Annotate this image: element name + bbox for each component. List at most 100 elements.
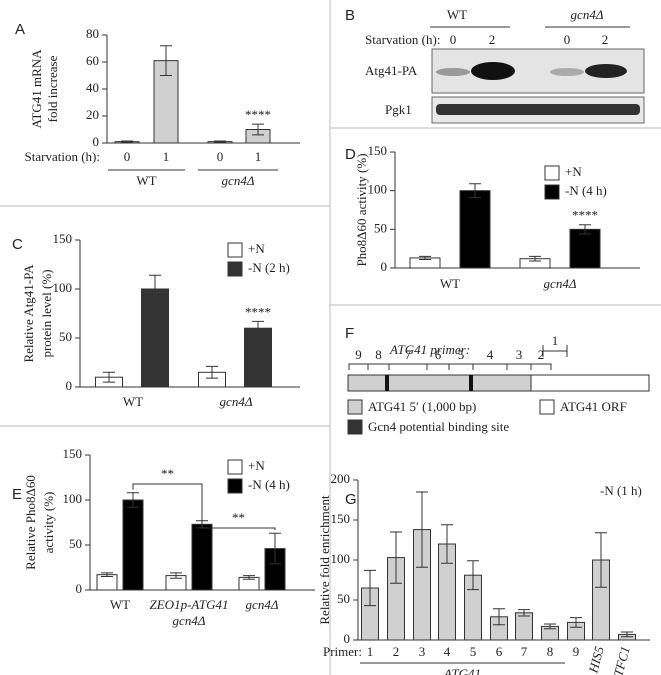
- error-bar: [101, 572, 113, 577]
- panel-letter: F: [345, 325, 354, 342]
- legend-swatch: [227, 478, 243, 494]
- y-tick-label: 150: [63, 446, 83, 461]
- primer-bracket: [388, 363, 428, 370]
- y-tick-label: 100: [53, 280, 73, 295]
- x-tick-label: 3: [419, 644, 426, 659]
- y-axis-label: ATG41 mRNA: [29, 49, 44, 129]
- binding-site: [385, 375, 389, 391]
- significance: ****: [245, 107, 271, 122]
- primer-label: 9: [355, 347, 362, 362]
- group-label: gcn4Δ: [571, 7, 604, 22]
- y-tick-label: 150: [368, 143, 388, 158]
- group-label: ATG41: [443, 666, 481, 675]
- x-tick-label: 0: [124, 149, 131, 164]
- y-tick-label: 200: [331, 471, 351, 486]
- x-tick-label: 9: [573, 644, 580, 659]
- error-bar: [170, 572, 182, 579]
- error-bar: [579, 224, 591, 235]
- primer-label: 2: [538, 347, 545, 362]
- x-axis-label: Primer:: [323, 644, 362, 659]
- legend-label: ATG41 5′ (1,000 bp): [368, 399, 476, 414]
- legend-label: -N (4 h): [248, 477, 290, 492]
- x-tick-label: 4: [444, 644, 451, 659]
- row-label: Atg41-PA: [365, 63, 418, 78]
- significance: **: [161, 466, 174, 481]
- x-tick-label: 1: [367, 644, 374, 659]
- x-tick-label: 1: [163, 149, 170, 164]
- legend-swatch: [347, 399, 363, 415]
- primer-label: 6: [435, 347, 442, 362]
- error-bar: [206, 365, 218, 379]
- band: [436, 68, 470, 76]
- significance-bracket: [201, 517, 276, 531]
- y-axis-label: Relative Atg41-PA: [21, 264, 36, 363]
- error-bar: [390, 531, 402, 584]
- error-bar: [243, 575, 255, 580]
- primer-bracket: [506, 363, 532, 370]
- legend-label: -N (2 h): [248, 260, 290, 275]
- error-bar: [529, 255, 541, 262]
- y-tick-label: 0: [344, 631, 351, 646]
- error-bar: [493, 608, 505, 626]
- y-tick-label: 100: [63, 491, 83, 506]
- error-bar: [467, 560, 479, 591]
- y-tick-label: 40: [86, 80, 99, 95]
- primer-label: 8: [375, 347, 382, 362]
- bar: [141, 288, 169, 388]
- legend-label: +N: [248, 458, 265, 473]
- legend-swatch: [347, 419, 363, 435]
- panel-letter: E: [12, 486, 22, 503]
- y-tick-label: 50: [69, 536, 82, 551]
- error-bar: [214, 140, 226, 143]
- y-axis-label: fold increase: [45, 55, 60, 122]
- binding-site: [469, 375, 473, 391]
- y-axis-label: Relative Pho8Δ60: [23, 475, 38, 570]
- error-bar: [419, 255, 431, 260]
- x-tick-label: 6: [496, 644, 503, 659]
- primer-label: 3: [516, 347, 523, 362]
- significance: **: [232, 510, 245, 525]
- primer-label: 5: [458, 347, 465, 362]
- y-tick-label: 50: [337, 591, 350, 606]
- band: [585, 64, 627, 78]
- lane-label: 2: [489, 32, 496, 47]
- error-bar: [364, 569, 376, 607]
- panel-letter: D: [345, 146, 356, 163]
- error-bar: [469, 183, 481, 199]
- error-bar: [570, 617, 582, 628]
- legend-label: -N (4 h): [565, 183, 607, 198]
- x-tick-label: gcn4Δ: [246, 597, 279, 612]
- y-tick-label: 0: [76, 581, 83, 596]
- legend-swatch: [539, 399, 555, 415]
- error-bar: [544, 623, 556, 630]
- axis-label: Starvation (h):: [365, 32, 440, 47]
- primer-label: 7: [405, 347, 412, 362]
- primer-bracket: [472, 363, 508, 370]
- primer-bracket: [542, 345, 568, 357]
- y-tick-label: 100: [368, 182, 388, 197]
- panel-letter: G: [345, 491, 357, 508]
- y-tick-label: 150: [331, 511, 351, 526]
- error-bar: [416, 491, 428, 568]
- panel-letter: B: [345, 7, 355, 24]
- significance: ****: [245, 304, 271, 319]
- error-bar: [149, 274, 161, 304]
- x-tick-label: 1: [255, 149, 262, 164]
- x-tick-label: gcn4Δ: [220, 394, 253, 409]
- primer-bracket: [367, 363, 390, 370]
- x-tick-label: TFC1: [610, 645, 632, 675]
- y-axis-label: activity (%): [41, 492, 56, 554]
- error-bar: [441, 524, 453, 564]
- lane-label: 2: [602, 32, 609, 47]
- x-tick-label: 0: [217, 149, 224, 164]
- group-label: WT: [447, 7, 467, 22]
- error-bar: [252, 320, 264, 336]
- diagram-title: ATG41 primer:: [389, 342, 470, 357]
- panel-letter: A: [15, 21, 25, 38]
- y-tick-label: 60: [86, 53, 99, 68]
- y-tick-label: 100: [331, 551, 351, 566]
- primer-bracket: [448, 363, 474, 370]
- x-tick-label: ZEO1p-ATG41 gcn4Δ: [150, 597, 229, 628]
- significance-bracket: [132, 483, 203, 518]
